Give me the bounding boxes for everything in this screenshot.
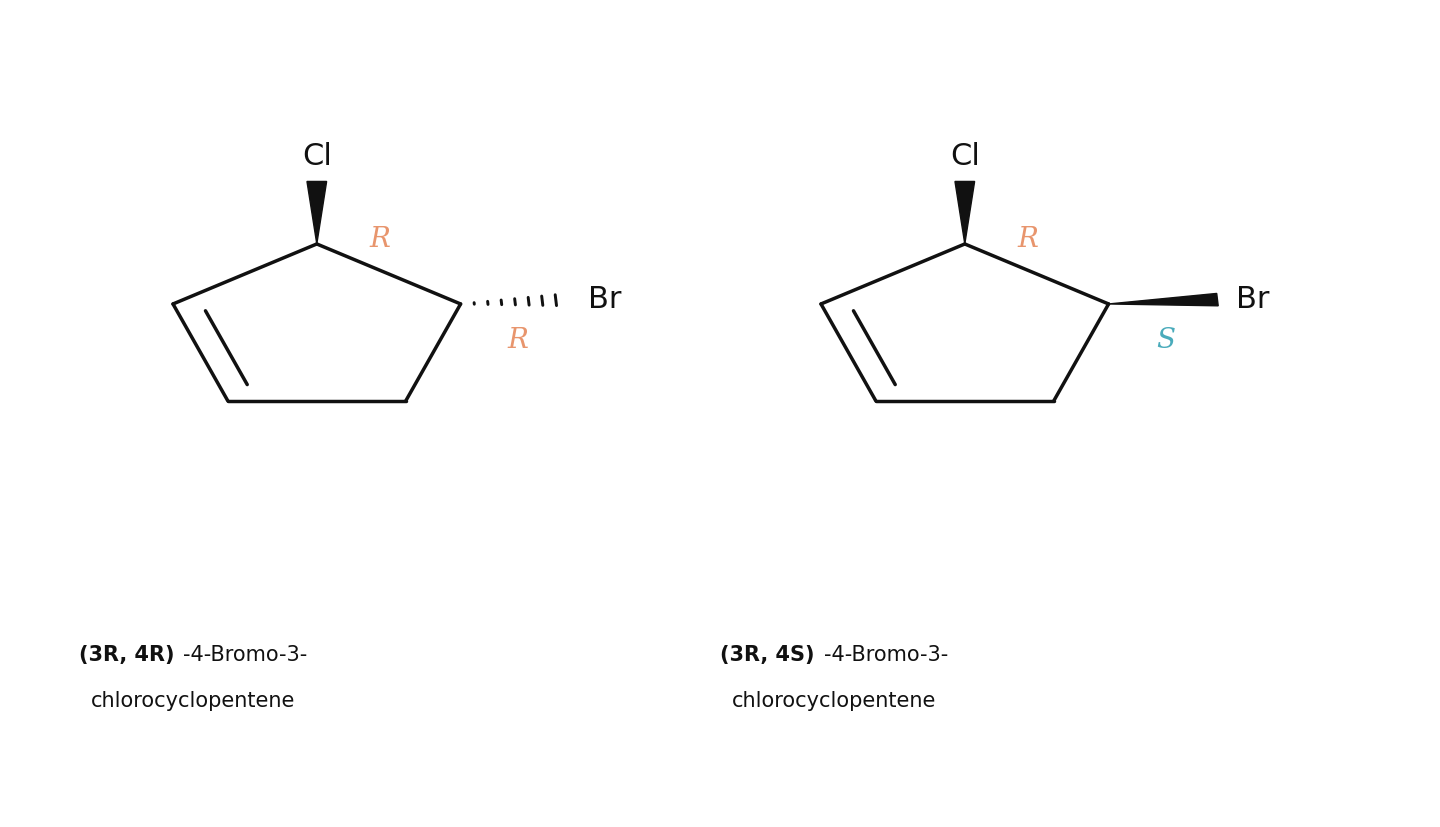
- Text: (3R, 4S): (3R, 4S): [720, 645, 815, 665]
- Text: (3R, 4R): (3R, 4R): [79, 645, 174, 665]
- Polygon shape: [1109, 294, 1218, 306]
- Text: chlorocyclopentene: chlorocyclopentene: [732, 691, 936, 710]
- Polygon shape: [955, 181, 975, 244]
- Text: R: R: [1018, 226, 1038, 253]
- Text: Br: Br: [588, 285, 621, 314]
- Polygon shape: [307, 181, 327, 244]
- Text: R: R: [508, 327, 528, 354]
- Text: Cl: Cl: [302, 142, 331, 171]
- Text: -4-Bromo-3-: -4-Bromo-3-: [824, 645, 948, 665]
- Text: Br: Br: [1236, 285, 1269, 314]
- Text: chlorocyclopentene: chlorocyclopentene: [91, 691, 295, 710]
- Text: Cl: Cl: [950, 142, 979, 171]
- Text: -4-Bromo-3-: -4-Bromo-3-: [183, 645, 307, 665]
- Text: S: S: [1156, 327, 1175, 354]
- Text: R: R: [370, 226, 390, 253]
